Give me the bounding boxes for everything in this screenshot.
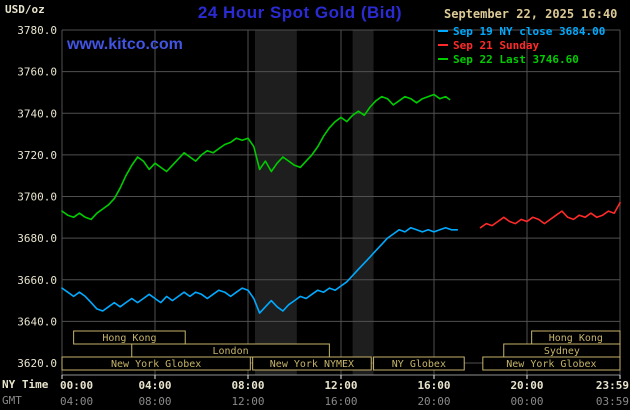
unit-label: USD/oz xyxy=(5,3,45,16)
session-label: Sydney xyxy=(544,346,580,357)
y-axis-tick-label: 3760.0 xyxy=(17,66,57,79)
legend-line-swatch xyxy=(438,44,448,46)
y-axis-tick-label: 3720.0 xyxy=(17,149,57,162)
session-box xyxy=(482,356,621,371)
y-axis-tick-label: 3680.0 xyxy=(17,232,57,245)
x-axis-tick-label-gmt: 08:00 xyxy=(138,395,171,408)
legend-line-swatch xyxy=(438,30,448,32)
chart-title: 24 Hour Spot Gold (Bid) xyxy=(197,3,403,22)
session-box xyxy=(373,356,465,371)
x-axis-tick-label-gmt: 03:59 xyxy=(596,395,629,408)
x-axis-tick-label-ny: 12:00 xyxy=(324,379,357,392)
x-axis-tick-label-gmt: 20:00 xyxy=(417,395,450,408)
x-axis-tick-label-ny: 23:59 xyxy=(596,379,629,392)
legend-label: Sep 19 NY close 3684.00 xyxy=(453,24,606,38)
y-axis-tick-label: 3740.0 xyxy=(17,107,57,120)
legend: Sep 19 NY close 3684.00 Sep 21 Sunday Sep … xyxy=(438,24,605,66)
x-axis-tick-label-ny: 04:00 xyxy=(138,379,171,392)
legend-item: Sep 21 Sunday xyxy=(438,38,605,52)
session-label: London xyxy=(213,346,249,357)
y-axis-tick-label: 3620.0 xyxy=(17,357,57,370)
x-axis-tick-label-ny: 16:00 xyxy=(417,379,450,392)
kitco-watermark-link[interactable]: www.kitco.com xyxy=(67,36,183,53)
session-label: New York NYMEX xyxy=(270,359,354,370)
y-axis-tick-label: 3780.0 xyxy=(17,24,57,37)
session-label: NY Globex xyxy=(392,359,446,370)
ny-time-label: NY Time xyxy=(2,378,49,391)
session-label: Hong Kong xyxy=(102,333,156,344)
x-axis-tick-label-gmt: 16:00 xyxy=(324,395,357,408)
x-axis-tick-label-ny: 20:00 xyxy=(510,379,543,392)
legend-item: Sep 19 NY close 3684.00 xyxy=(438,24,605,38)
session-box xyxy=(73,330,186,345)
y-axis-tick-label: 3660.0 xyxy=(17,274,57,287)
legend-line-swatch xyxy=(438,58,448,60)
price-line-2 xyxy=(61,93,451,221)
price-line-1 xyxy=(479,201,621,229)
nymex-shading-band xyxy=(254,30,297,375)
nymex-shading-band xyxy=(352,30,374,375)
y-axis-tick-label: 3700.0 xyxy=(17,191,57,204)
session-label: New York Globex xyxy=(506,359,596,370)
legend-item: Sep 22 Last 3746.60 xyxy=(438,52,605,66)
legend-label: Sep 21 Sunday xyxy=(453,38,540,52)
price-line-0 xyxy=(61,226,459,314)
session-label: Hong Kong xyxy=(549,333,603,344)
x-axis-tick-label-gmt: 04:00 xyxy=(60,395,93,408)
legend-label: Sep 22 Last 3746.60 xyxy=(453,52,579,66)
x-axis-tick-label-ny: 00:00 xyxy=(60,379,93,392)
x-axis-tick-label-ny: 08:00 xyxy=(231,379,264,392)
session-box xyxy=(61,356,251,371)
gmt-label: GMT xyxy=(2,394,22,407)
session-box xyxy=(252,356,372,371)
session-label: New York Globex xyxy=(111,359,201,370)
y-axis-tick-label: 3640.0 xyxy=(17,315,57,328)
datetime-label: September 22, 2025 16:40 xyxy=(444,7,618,21)
x-axis-tick-label-gmt: 00:00 xyxy=(510,395,543,408)
x-axis-tick-label-gmt: 12:00 xyxy=(231,395,264,408)
